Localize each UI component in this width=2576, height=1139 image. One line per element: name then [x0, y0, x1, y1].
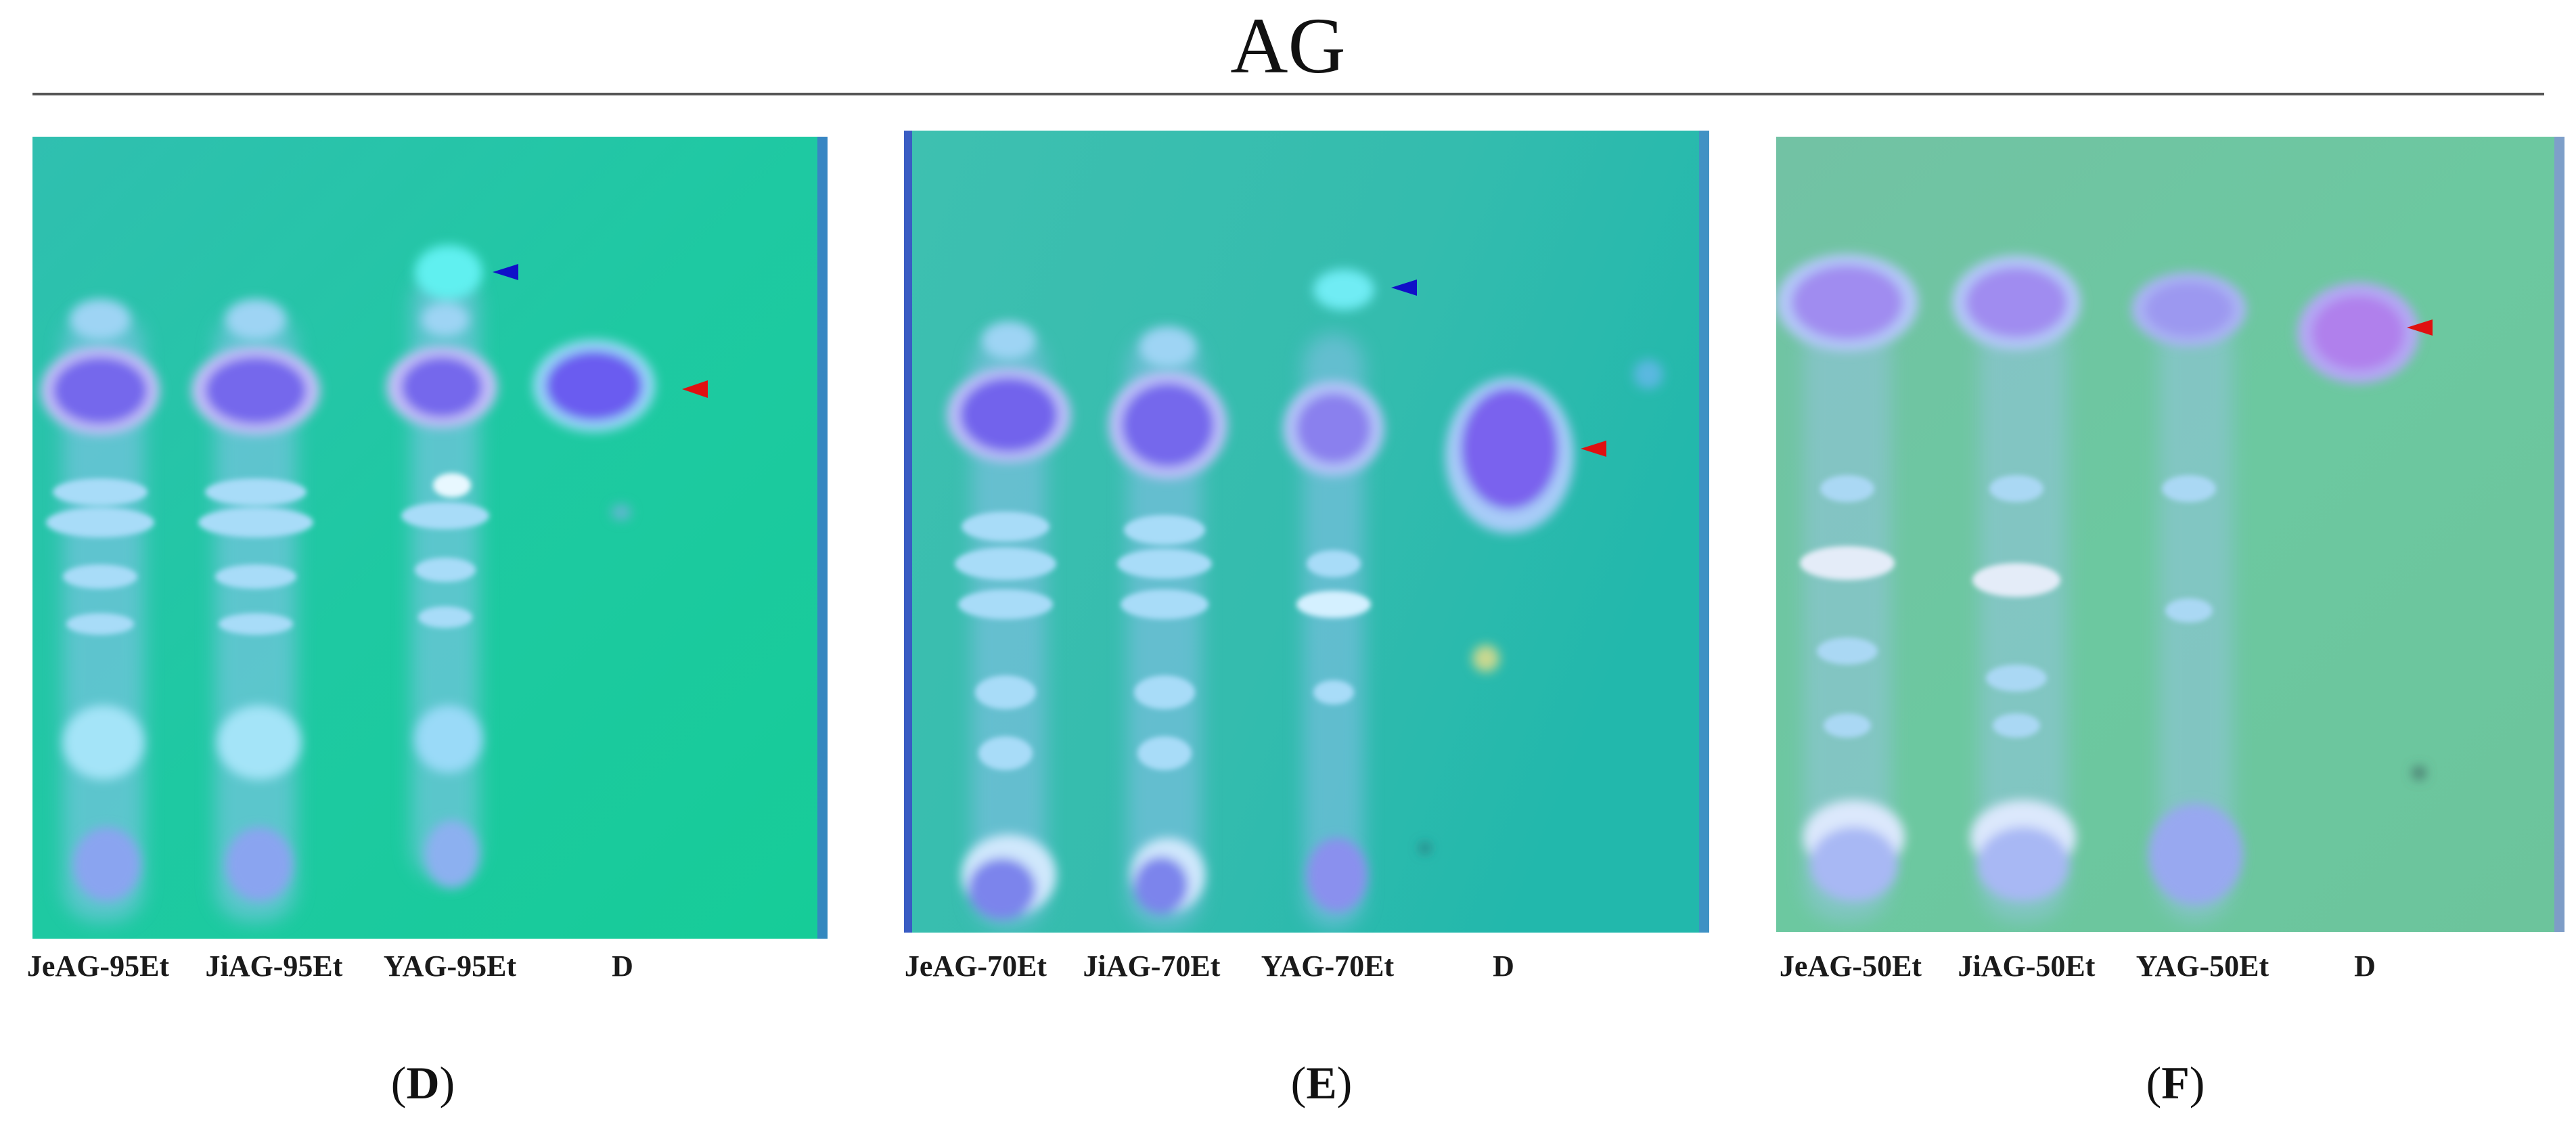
lane-label-f-1: JeAG-50Et — [1779, 950, 1922, 983]
blue-arrow-marker — [1391, 280, 1417, 296]
lane-label-f-2: JiAG-50Et — [1958, 950, 2096, 983]
panel-label-d: (D) — [390, 1057, 455, 1109]
tlc-plate-d — [32, 137, 828, 939]
tlc-plate-f — [1776, 137, 2564, 932]
panel-label-f: (F) — [2146, 1057, 2205, 1109]
panel-label-e: (E) — [1290, 1057, 1353, 1109]
lane-label-f-3: YAG-50Et — [2136, 950, 2269, 983]
lane-label-d-3: YAG-95Et — [383, 950, 517, 983]
lane-label-f-4: D — [2354, 950, 2376, 983]
tlc-plate-d-image — [32, 137, 828, 939]
blue-arrow-marker — [493, 264, 518, 280]
lane-label-e-3: YAG-70Et — [1261, 950, 1395, 983]
figure-title: AG — [1230, 1, 1346, 90]
lane-label-e-1: JeAG-70Et — [904, 950, 1047, 983]
red-arrow-marker — [2407, 319, 2433, 336]
red-arrow-marker — [1581, 441, 1606, 457]
red-arrow-marker — [682, 380, 708, 398]
tlc-plate-f-image — [1776, 137, 2564, 932]
lane-label-e-4: D — [1493, 950, 1514, 983]
title-divider — [32, 93, 2544, 95]
lane-label-d-1: JeAG-95Et — [26, 950, 170, 983]
lane-label-e-2: JiAG-70Et — [1083, 950, 1221, 983]
lane-label-d-2: JiAG-95Et — [205, 950, 343, 983]
tlc-plate-e-image — [904, 131, 1709, 933]
lane-label-d-4: D — [612, 950, 633, 983]
tlc-plate-e — [904, 131, 1709, 933]
